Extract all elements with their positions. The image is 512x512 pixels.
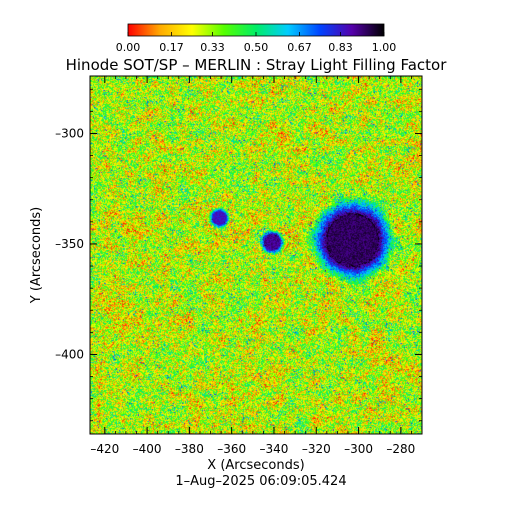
- y-tick-label: –300: [55, 126, 84, 140]
- date-label: 1–Aug–2025 06:09:05.424: [175, 474, 346, 489]
- colorbar-tick-label: 0.33: [200, 41, 225, 54]
- plot-frame: [89, 75, 423, 435]
- x-tick-label: –420: [90, 442, 119, 456]
- x-tick-label: –300: [344, 442, 373, 456]
- x-tick-label: –380: [175, 442, 204, 456]
- y-tick-label: –400: [55, 347, 84, 361]
- x-tick-label: –400: [133, 442, 162, 456]
- heatmap-image: [90, 76, 422, 434]
- colorbar-tick-label: 0.67: [287, 41, 312, 54]
- y-tick-label: –350: [55, 237, 84, 251]
- x-axis-label: X (Arcseconds): [207, 458, 304, 473]
- colorbar-tick-label: 1.00: [372, 41, 397, 54]
- colorbar-tick-label: 0.83: [328, 41, 353, 54]
- colorbar-tick-label: 0.00: [116, 41, 141, 54]
- chart-title: Hinode SOT/SP – MERLIN : Stray Light Fil…: [66, 56, 448, 74]
- colorbar: 0.00 0.17 0.33 0.50 0.67 0.83 1.00: [116, 23, 397, 54]
- colorbar-tick-label: 0.17: [159, 41, 184, 54]
- x-tick-label: –340: [260, 442, 289, 456]
- x-axis: –420 –400 –380 –360 –340 –320 –300 –280: [90, 76, 415, 456]
- colorbar-ticks: 0.00 0.17 0.33 0.50 0.67 0.83 1.00: [116, 32, 397, 54]
- plot-area: –420 –400 –380 –360 –340 –320 –300 –280 –300 –35…: [55, 75, 423, 456]
- x-tick-label: –360: [217, 442, 246, 456]
- x-tick-label: –320: [302, 442, 331, 456]
- x-tick-label: –280: [386, 442, 415, 456]
- colorbar-tick-label: 0.50: [244, 41, 269, 54]
- y-axis: –300 –350 –400: [55, 88, 422, 422]
- y-axis-label: Y (Arcseconds): [29, 207, 44, 304]
